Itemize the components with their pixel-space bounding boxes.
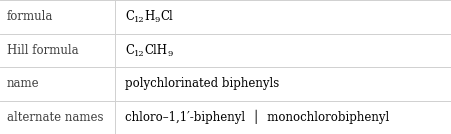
Text: alternate names: alternate names (7, 111, 103, 124)
Text: name: name (7, 77, 40, 90)
Text: formula: formula (7, 10, 53, 23)
Text: Hill formula: Hill formula (7, 44, 78, 57)
Text: Cl: Cl (160, 10, 173, 23)
Text: ClH: ClH (145, 44, 168, 57)
Text: C: C (125, 44, 134, 57)
Text: 9: 9 (168, 50, 173, 58)
Text: polychlorinated biphenyls: polychlorinated biphenyls (125, 77, 279, 90)
Text: 9: 9 (155, 16, 160, 24)
Text: C: C (125, 10, 134, 23)
Text: chloro–1,1′-biphenyl  │  monochlorobiphenyl: chloro–1,1′-biphenyl │ monochlorobipheny… (125, 110, 389, 124)
Text: 12: 12 (134, 50, 145, 58)
Text: H: H (145, 10, 155, 23)
Text: 12: 12 (134, 16, 145, 24)
